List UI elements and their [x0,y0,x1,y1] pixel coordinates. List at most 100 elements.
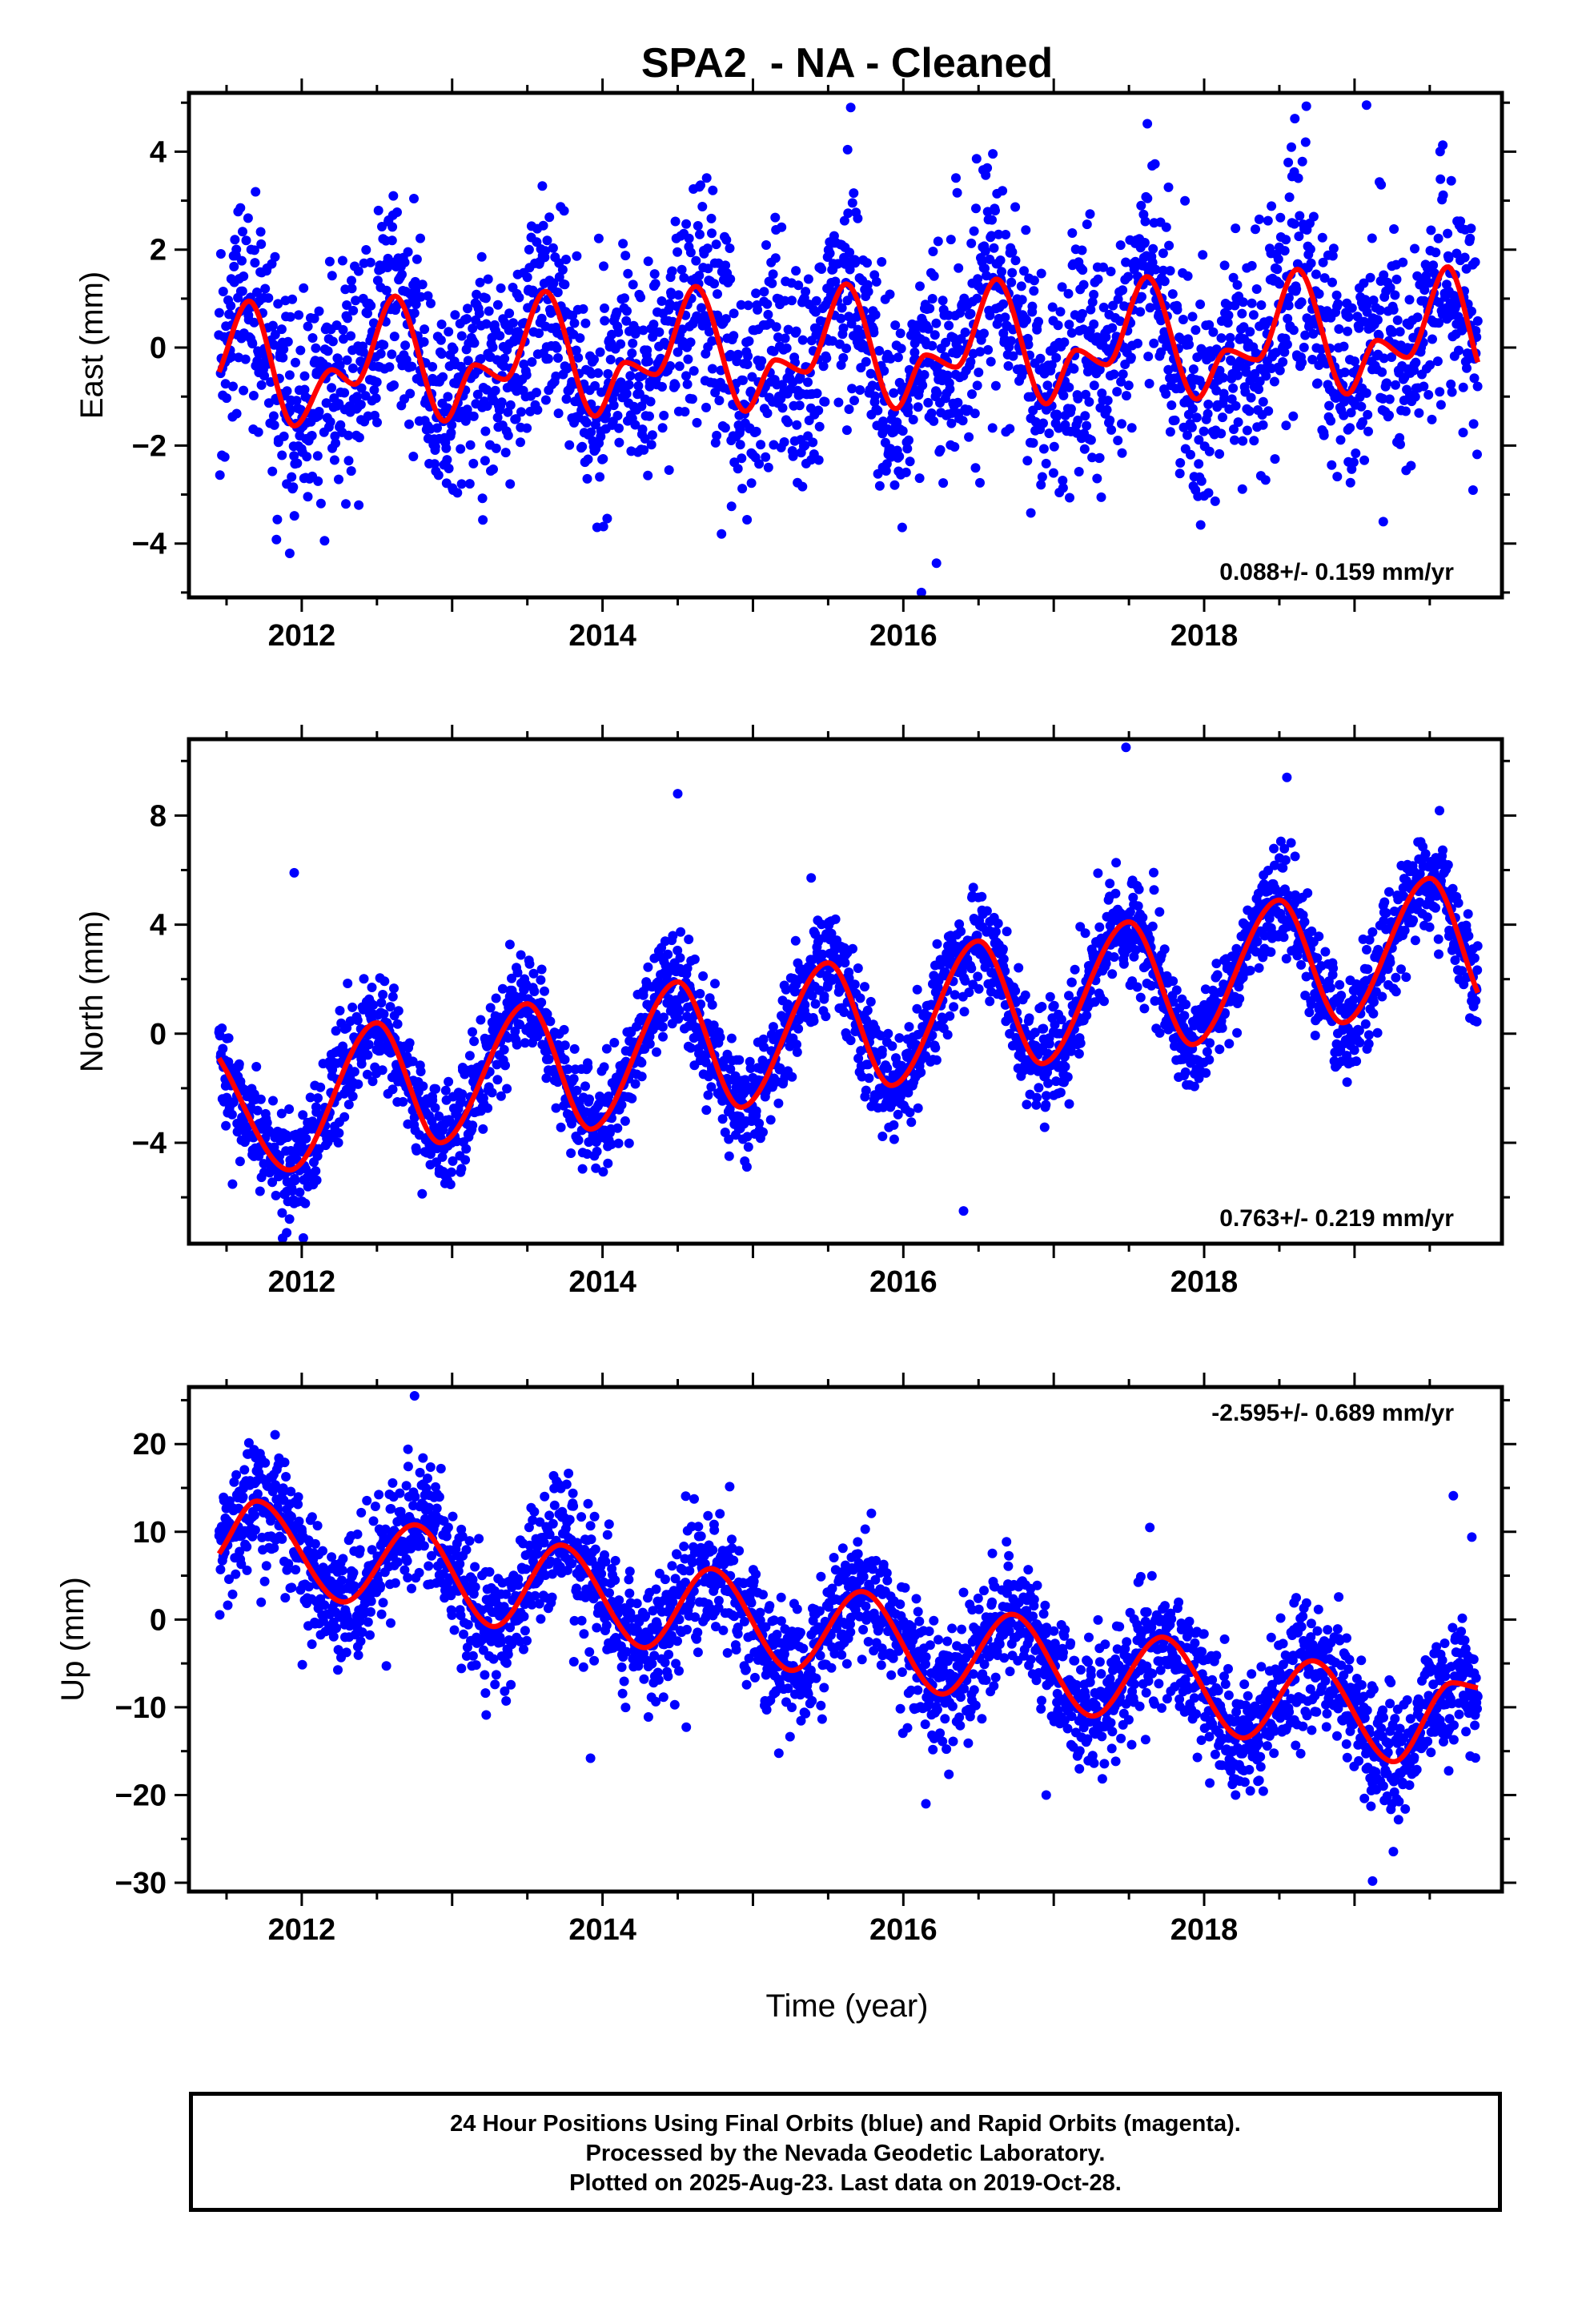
data-point [1423,390,1434,400]
data-point [1388,304,1399,315]
data-point [237,255,247,266]
data-point [695,988,705,999]
data-point [1263,406,1274,416]
data-point [1116,376,1126,387]
data-point [407,361,417,372]
data-point [1206,352,1216,362]
data-point [616,339,626,349]
data-point [1443,253,1454,263]
data-point [1443,228,1453,239]
data-point [1215,1044,1225,1055]
data-point [904,435,913,445]
data-point [1036,268,1046,279]
data-point [1354,323,1364,333]
data-point [756,440,766,450]
data-point [347,275,356,286]
data-point [640,433,650,444]
data-point [1070,964,1080,975]
data-point [871,276,881,287]
data-point [1361,100,1371,111]
data-point [674,1006,685,1015]
data-point [1348,457,1359,468]
data-point [584,1094,594,1104]
data-point [577,1164,588,1174]
data-point [698,971,709,981]
data-point [1204,320,1215,330]
data-point [1058,390,1069,400]
data-point [400,340,411,351]
data-point [271,534,282,545]
data-point [771,322,781,332]
data-point [925,304,935,314]
data-point [853,963,863,973]
data-point [1195,520,1206,530]
data-point [581,417,592,428]
data-point [536,997,547,1007]
data-point [522,272,532,283]
data-point [278,352,288,363]
data-point [1427,414,1437,424]
data-point [575,333,585,344]
data-point [384,362,395,372]
data-point [1372,315,1383,325]
data-point [779,437,789,447]
data-point [683,354,693,364]
data-point [1438,140,1448,151]
data-point [302,452,312,462]
data-point [1237,308,1247,319]
data-point [954,263,964,273]
data-point [248,391,259,400]
data-point [1232,370,1243,380]
model-line-east [216,264,1481,429]
data-point [563,1064,573,1075]
data-point [1035,353,1046,364]
data-point [663,949,673,959]
data-point [1135,307,1146,317]
data-point [502,1084,512,1094]
data-point [1024,1013,1034,1023]
data-point [889,1134,899,1144]
data-point [733,349,743,360]
data-point [1231,400,1241,411]
data-point [743,1142,753,1152]
data-point [1363,409,1373,420]
data-point [311,1166,321,1176]
data-point [708,185,718,195]
data-point [882,1063,893,1073]
data-point [620,1116,630,1126]
data-point [431,1084,441,1094]
data-point [387,235,397,246]
data-point [348,305,359,316]
data-point [873,405,883,416]
data-point [1084,396,1094,407]
data-point [1281,420,1291,431]
data-point [759,1042,769,1052]
data-point [295,1187,305,1197]
data-point [605,355,616,364]
data-point [353,266,363,276]
data-point [1219,393,1230,404]
data-point [218,1043,228,1054]
data-point [582,1149,592,1159]
data-point [388,191,399,201]
data-point [742,515,753,525]
data-point [1109,369,1119,380]
data-point [472,289,482,300]
data-point [556,1122,566,1132]
data-point [461,1144,472,1154]
data-point [492,412,503,423]
data-point [860,982,869,992]
data-point [452,488,463,498]
data-point [668,931,678,941]
data-point [1102,396,1113,406]
data-point [1056,1015,1066,1025]
data-point [930,1043,941,1053]
data-point [401,355,412,365]
data-point [927,340,938,351]
data-points-north [214,742,1483,1244]
data-point [1115,316,1126,326]
data-point [977,891,987,902]
data-point [881,466,891,476]
data-point [220,379,231,389]
data-point [1149,885,1159,895]
